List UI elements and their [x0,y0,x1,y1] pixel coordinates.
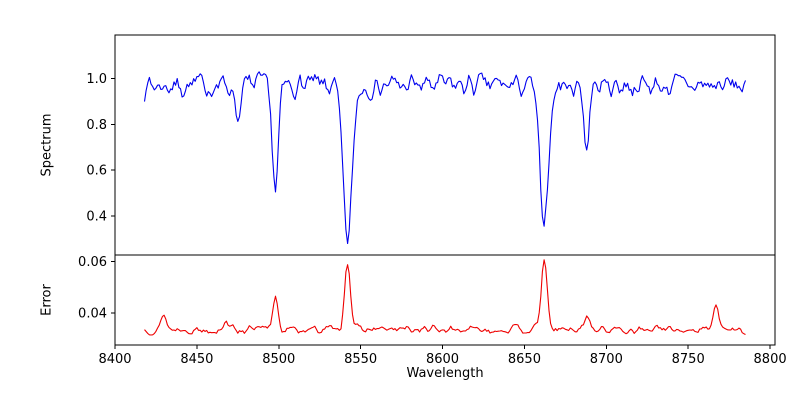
x-axis-label: Wavelength [406,366,484,381]
x-tick-label: 8650 [508,352,541,367]
x-tick-label: 8700 [590,352,623,367]
y-axis-label-error: Error [39,284,55,316]
x-tick-label: 8600 [426,352,459,367]
spectrum-y-tick-label: 0.8 [86,118,107,133]
x-tick-label: 8800 [754,352,787,367]
x-tick-label: 8750 [672,352,705,367]
x-tick-label: 8450 [180,352,213,367]
spectrum-y-tick-label: 1.0 [86,72,107,87]
x-tick-label: 8550 [344,352,377,367]
y-axis-label-spectrum: Spectrum [39,113,55,177]
error-y-tick-label: 0.04 [78,306,107,321]
x-tick-label: 8400 [98,352,131,367]
spectrum-y-tick-label: 0.4 [86,210,107,225]
spectrum-y-tick-label: 0.6 [86,164,107,179]
error-y-tick-label: 0.06 [78,255,107,270]
x-tick-label: 8500 [262,352,295,367]
